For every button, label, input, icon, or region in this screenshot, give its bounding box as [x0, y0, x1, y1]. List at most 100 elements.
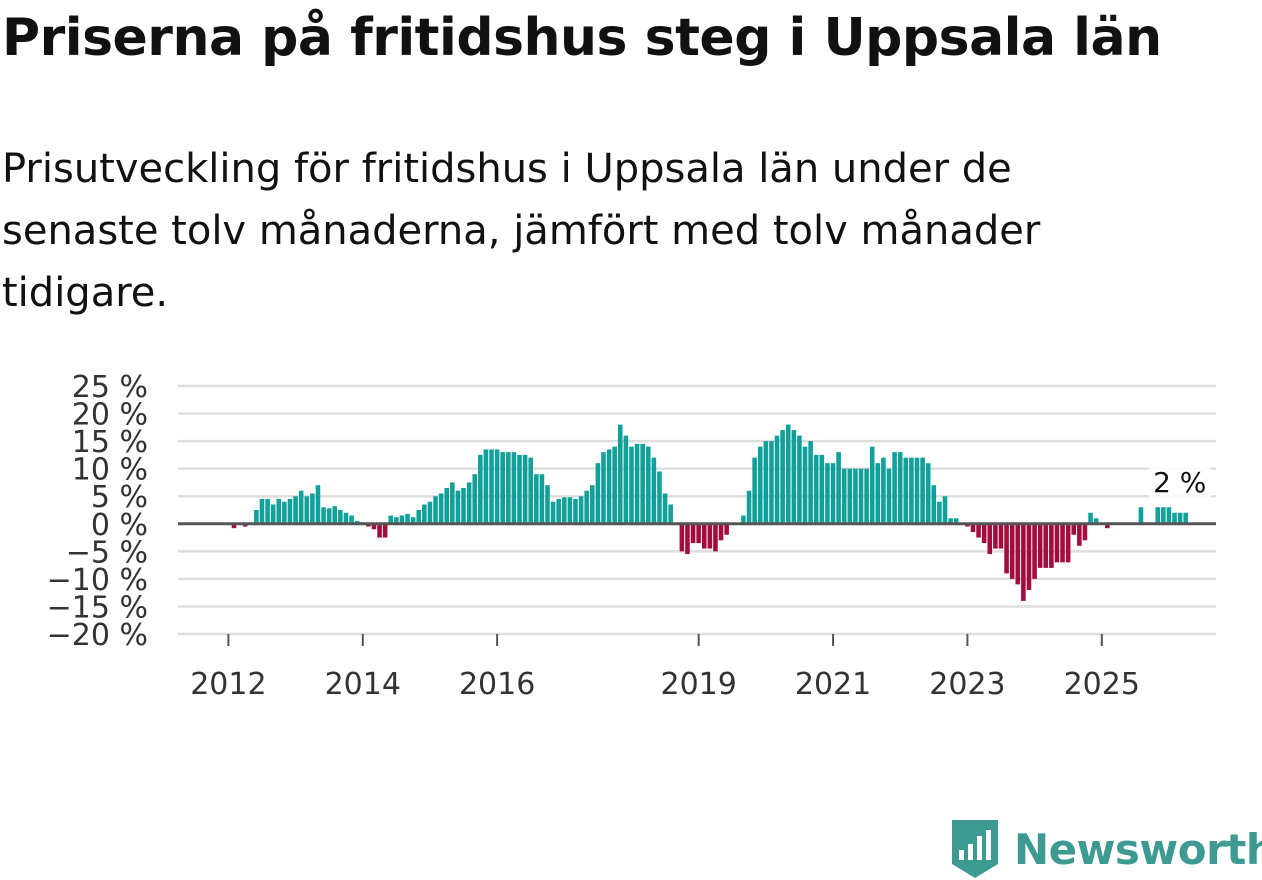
- bar: [573, 498, 578, 524]
- bar: [813, 454, 819, 524]
- bar: [981, 523, 987, 544]
- bar: [612, 446, 617, 524]
- bar: [623, 435, 629, 524]
- bar: [629, 446, 634, 524]
- y-tick-label: −5 %: [66, 535, 148, 570]
- bar: [567, 497, 573, 524]
- bar: [584, 490, 589, 524]
- bar: [858, 468, 864, 524]
- chart-subtitle: Prisutveckling för fritidshus i Uppsala …: [2, 146, 1041, 316]
- bar: [472, 474, 478, 524]
- bar: [483, 449, 489, 524]
- bar: [746, 490, 752, 524]
- bar: [1065, 523, 1071, 563]
- bar: [1093, 518, 1099, 524]
- bar: [976, 523, 981, 538]
- x-tick-label: 2021: [795, 667, 871, 702]
- bar: [713, 523, 718, 552]
- bar: [1105, 523, 1110, 529]
- annotations: 2 %: [1148, 462, 1211, 501]
- bar: [724, 523, 729, 535]
- x-tick-label: 2025: [1064, 667, 1140, 702]
- bar: [1071, 523, 1077, 535]
- bar: [427, 501, 433, 524]
- bar: [953, 518, 959, 524]
- bar: [287, 498, 293, 524]
- bar: [455, 490, 461, 524]
- bar: [405, 513, 410, 524]
- bar: [394, 517, 399, 524]
- bar: [377, 523, 382, 538]
- bar: [847, 468, 853, 524]
- bar: [388, 515, 394, 524]
- bar: [282, 501, 287, 524]
- bar: [886, 468, 892, 524]
- bar: [948, 518, 953, 524]
- y-tick-label: 5 %: [91, 480, 148, 515]
- x-tick-label: 2014: [325, 667, 401, 702]
- bar: [1161, 507, 1166, 524]
- bar: [769, 441, 774, 524]
- bar: [511, 452, 517, 524]
- bar: [422, 504, 427, 524]
- bar: [343, 512, 349, 524]
- y-tick-label: 15 %: [72, 425, 148, 460]
- bar: [1060, 523, 1065, 563]
- bar: [1077, 523, 1082, 546]
- bar: [293, 496, 298, 524]
- bar: [1043, 523, 1049, 568]
- bar: [1015, 523, 1021, 585]
- bar: [589, 485, 595, 524]
- bar: [707, 523, 713, 549]
- y-tick-label: −10 %: [47, 563, 148, 598]
- bar: [920, 457, 925, 524]
- bar: [1032, 523, 1037, 579]
- bar: [690, 523, 696, 544]
- bar-chart: −20 %−15 %−10 %−5 %0 %5 %10 %15 %20 %25 …: [47, 370, 1216, 702]
- bar: [763, 441, 769, 524]
- y-tick-label: −15 %: [47, 590, 148, 625]
- bar: [993, 523, 998, 549]
- bar: [556, 498, 561, 524]
- bar: [1088, 512, 1093, 524]
- newsworthy-logo-icon: [952, 820, 998, 878]
- bar: [601, 452, 606, 524]
- bar: [1026, 523, 1032, 590]
- bar: [517, 454, 522, 524]
- bar: [1155, 507, 1161, 524]
- bar: [444, 487, 450, 524]
- bar: [853, 468, 858, 524]
- bar: [1037, 523, 1043, 568]
- bar: [780, 430, 785, 524]
- bar: [791, 430, 797, 524]
- bar: [416, 510, 422, 524]
- bar: [897, 452, 903, 524]
- bar: [925, 463, 931, 524]
- bar: [869, 446, 875, 524]
- bar: [987, 523, 993, 555]
- bar: [254, 510, 259, 524]
- bar: [298, 490, 304, 524]
- bar: [1004, 523, 1009, 574]
- bar: [931, 485, 937, 524]
- bar: [494, 449, 500, 524]
- bar: [1009, 523, 1015, 579]
- bar: [909, 457, 914, 524]
- bar: [617, 424, 623, 524]
- bar: [506, 452, 511, 524]
- bar: [881, 457, 886, 524]
- bar: [399, 515, 405, 524]
- y-tick-label: 0 %: [91, 508, 148, 543]
- bar: [685, 523, 690, 555]
- x-tick-label: 2012: [190, 667, 266, 702]
- bar: [1138, 507, 1144, 524]
- y-tick-label: 20 %: [72, 398, 148, 433]
- bar: [696, 523, 701, 544]
- bar: [1082, 523, 1088, 541]
- bar: [785, 424, 791, 524]
- y-tick-label: 10 %: [72, 453, 148, 488]
- y-tick-label: 25 %: [72, 370, 148, 405]
- bar: [741, 515, 746, 524]
- bar: [1183, 512, 1189, 524]
- bar: [903, 457, 909, 524]
